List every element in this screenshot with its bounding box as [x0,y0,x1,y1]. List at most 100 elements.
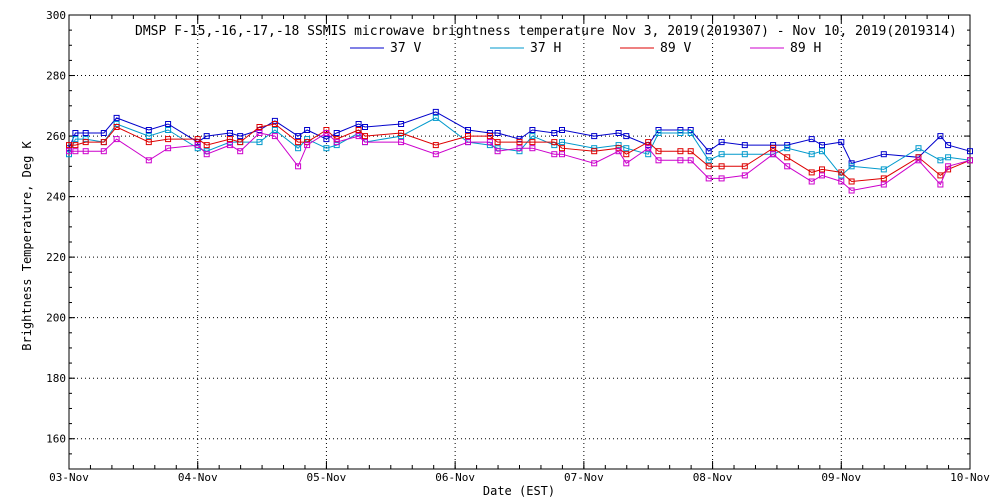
data-point [808,169,815,176]
data-point [718,139,725,146]
y-tick-label: 240 [46,191,66,204]
data-point [295,163,302,170]
data-point [705,148,712,155]
data-point [677,130,684,136]
data-point [271,127,278,133]
x-tick-label: 06-Nov [435,471,475,484]
data-point [145,139,152,146]
data-point [623,133,630,140]
data-point [655,130,662,136]
data-point [432,142,439,149]
data-point [784,145,791,152]
data-point [304,142,311,149]
data-point [237,139,244,146]
data-point [770,142,777,149]
data-point [113,136,120,143]
data-point [819,172,825,179]
data-point [687,148,694,155]
data-point [72,136,79,143]
data-point [645,145,652,152]
data-point [203,151,210,158]
x-tick-label: 07-Nov [564,471,604,484]
data-point [559,139,565,146]
data-point [194,142,201,149]
series-line [69,132,971,192]
data-point [237,148,244,155]
y-axis-title: Brightness Temperature, Deg K [20,140,34,350]
data-point [486,139,493,146]
y-tick-label: 160 [46,433,66,446]
series-89-v [66,121,973,185]
data-point [591,148,598,155]
data-point [398,130,405,136]
series-89-h [66,130,973,194]
data-point [741,151,748,158]
data-point [100,139,107,146]
y-tick-label: 200 [46,312,66,325]
data-point [237,133,244,140]
data-point [465,127,471,133]
data-point [770,145,777,152]
data-point [145,127,152,133]
data-point [784,163,791,170]
data-point [165,136,172,143]
legend-label: 37 H [530,41,561,56]
data-point [645,139,652,146]
y-tick-labels: 160 180 200 220 240 260 280 300 [46,9,66,446]
data-point [295,133,302,140]
data-point [623,151,630,158]
data-point [848,163,855,170]
x-tick-label: 03-Nov [49,471,89,484]
legend-item: 37 V [350,41,421,56]
data-point [529,139,536,146]
legend-item: 89 H [750,41,821,56]
x-tick-label: 05-Nov [307,471,347,484]
x-axis-title: Date (EST) [483,484,555,498]
data-point [323,145,330,152]
data-point [677,148,684,155]
data-point [100,130,107,136]
data-point [915,157,922,164]
data-point [165,121,172,127]
data-point [848,187,855,194]
data-point [937,157,944,164]
data-point [591,160,598,167]
data-point [937,172,944,179]
data-point [880,181,887,188]
x-tick-label: 08-Nov [693,471,733,484]
data-point [323,130,330,136]
data-point [355,121,362,127]
data-point [362,133,368,140]
data-point [256,139,263,146]
data-point [784,142,791,149]
data-point [718,175,725,182]
data-point [494,148,501,155]
data-point [880,151,887,158]
legend-label: 89 H [790,41,821,56]
data-point [82,139,89,146]
data-point [465,133,471,140]
legend-item: 37 H [490,41,561,56]
series-line [69,123,971,183]
data-point [256,124,263,130]
data-point [100,148,107,155]
data-point [770,151,777,158]
data-point [819,142,825,149]
legend-item: 89 V [620,41,691,56]
series-layer [66,108,973,194]
data-point [271,117,278,124]
data-point [165,127,172,133]
x-tick-label: 10-Nov [950,471,990,484]
data-point [72,148,79,155]
data-point [295,145,302,152]
data-point [838,169,845,176]
data-point [203,142,210,149]
y-tick-label: 260 [46,130,66,143]
data-point [226,136,233,143]
data-point [362,139,368,146]
x-tick-label: 04-Nov [178,471,218,484]
data-point [677,157,684,164]
data-point [741,163,748,170]
data-point [945,154,952,161]
data-point [551,130,558,136]
